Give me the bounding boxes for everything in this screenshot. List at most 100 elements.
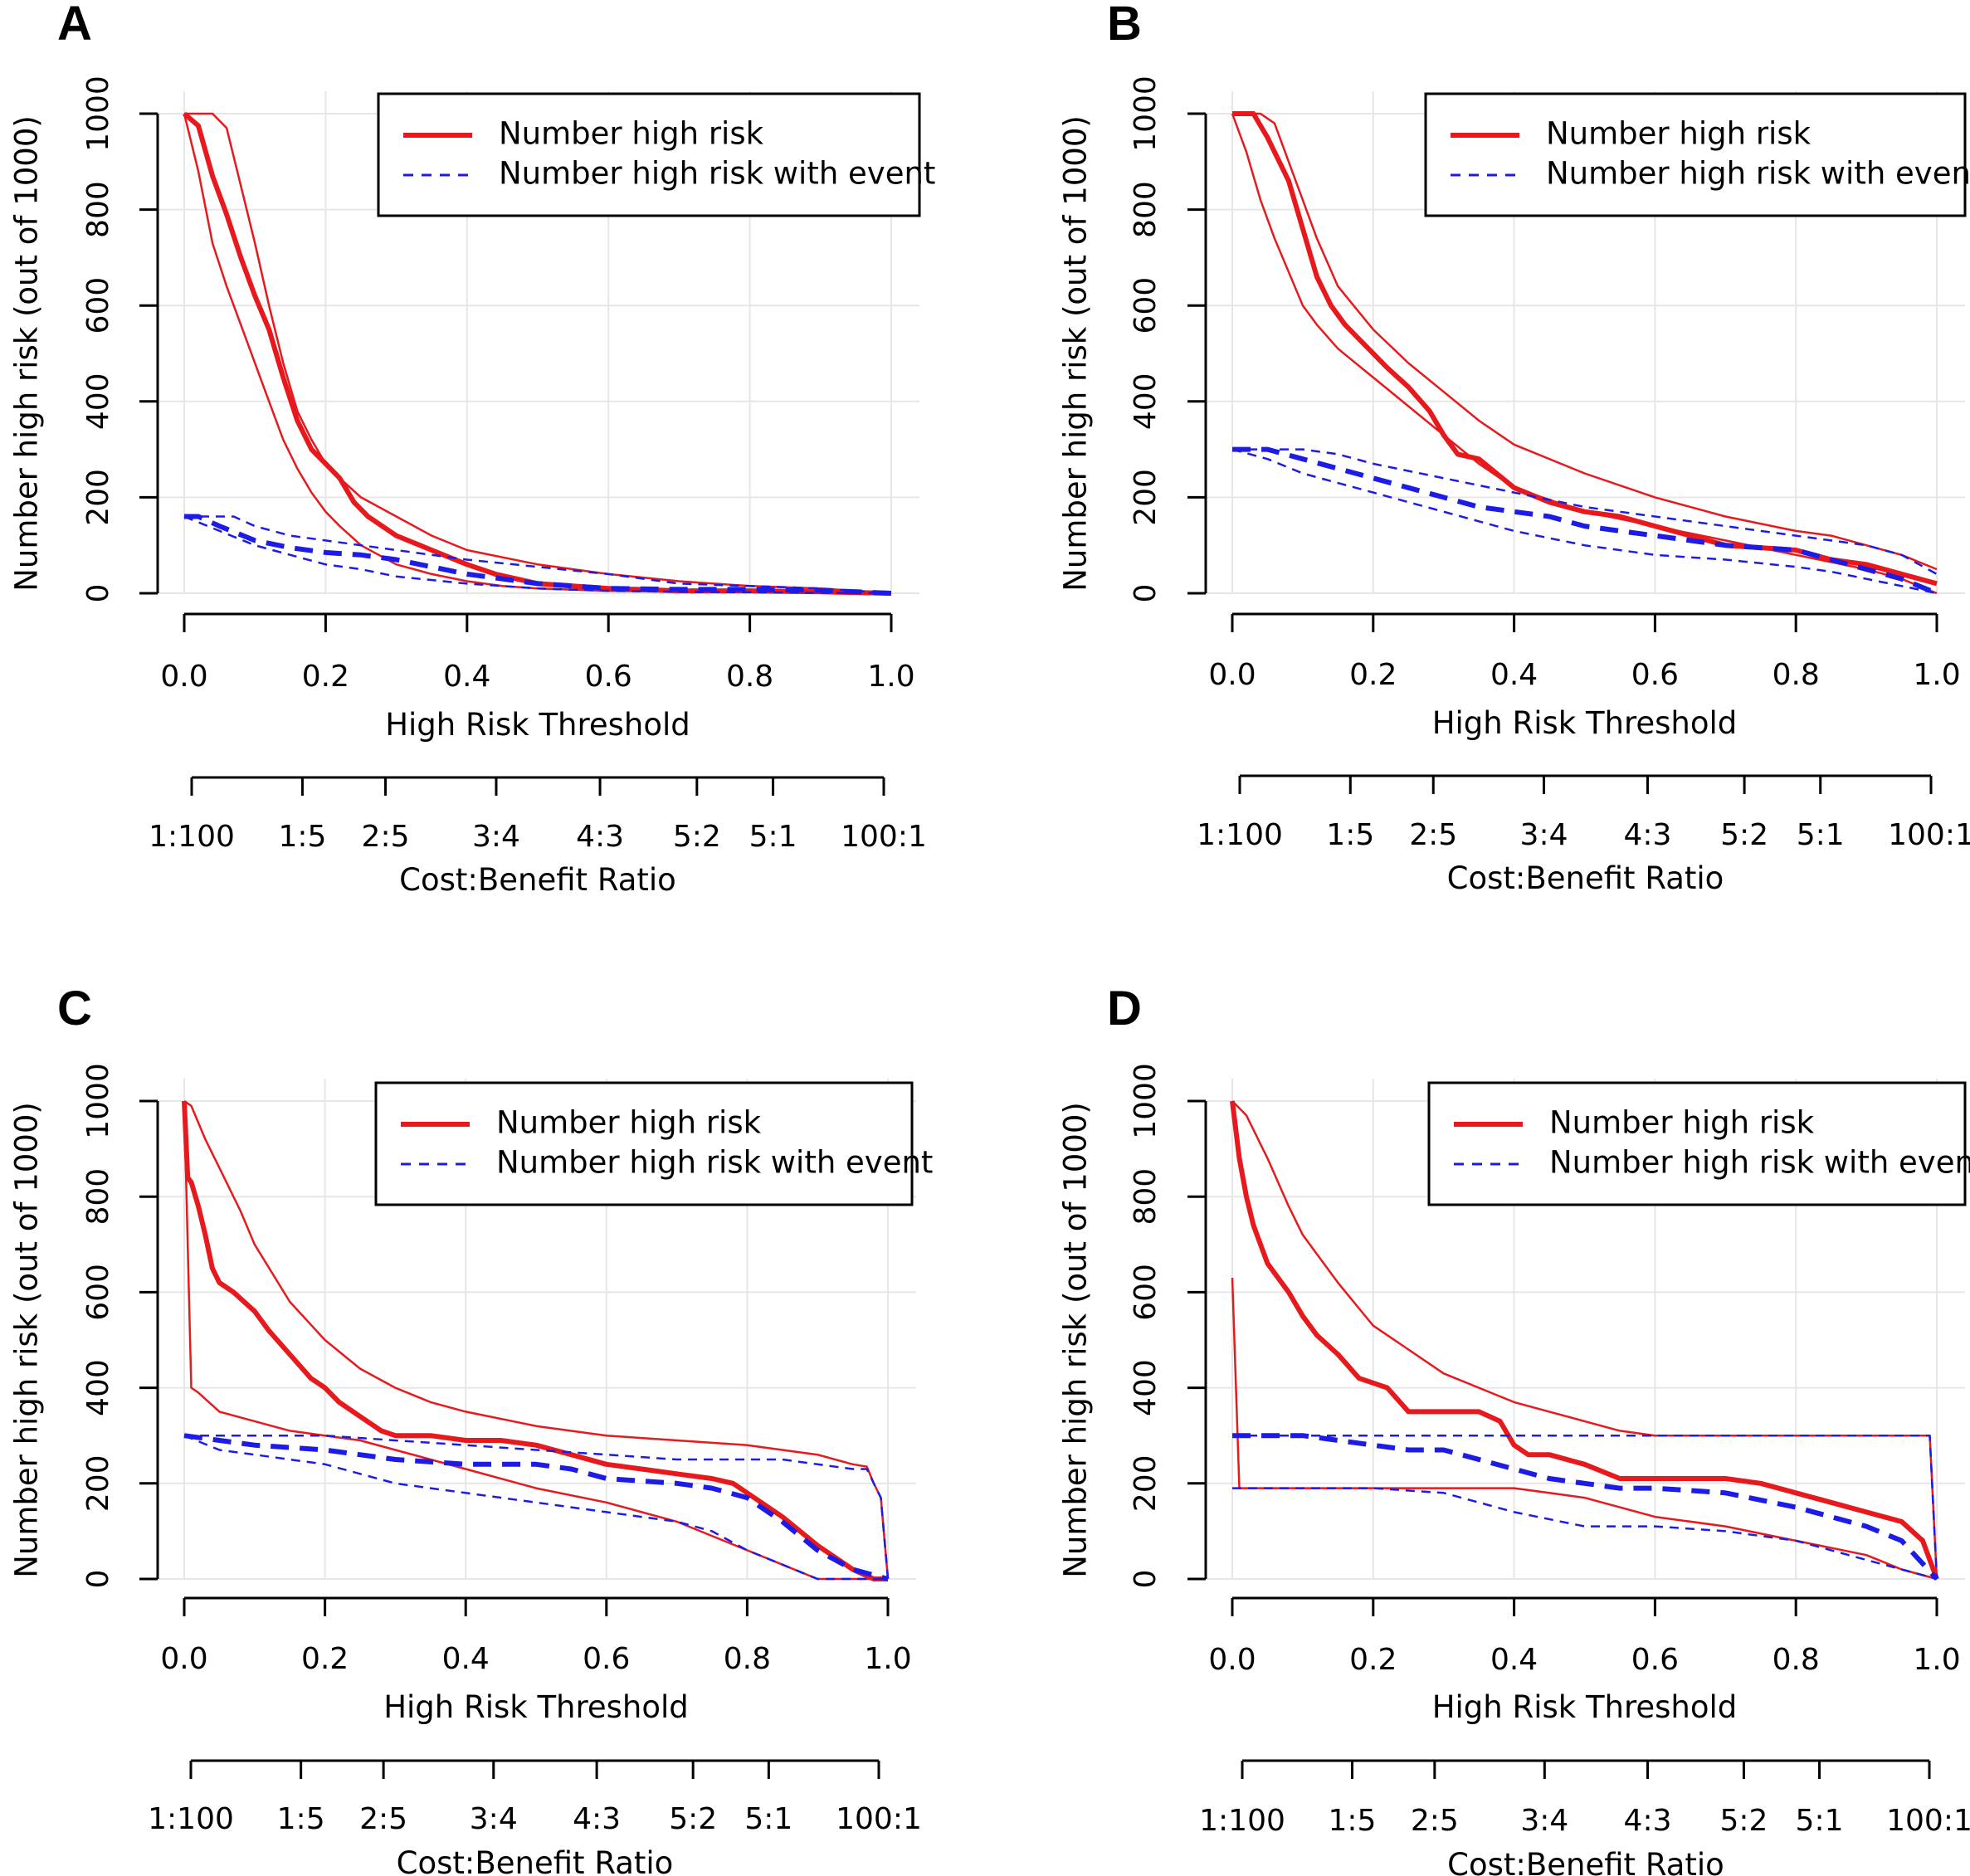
event-line [184,514,892,596]
legend: Number high risk Number high risk with ev… [1424,92,1970,217]
y-tick-label: 800 [81,181,115,238]
panel-D: D 0 200 400 600 800 1000 Number high risk (out … [1058,982,1970,1876]
x-tick-label: 0.2 [302,660,349,694]
cost-benefit-tick-label: 2:5 [362,820,410,854]
x-axis: 0.0 0.2 0.4 0.6 0.8 1.0 High Risk Threshold [160,612,915,743]
risk-line [1232,111,1938,587]
series-lines [1231,111,1938,596]
cost-benefit-tick-label: 1:5 [1326,818,1374,852]
panel-letter: C [57,982,92,1035]
cost-benefit-axis-title: Cost:Benefit Ratio [397,1845,674,1876]
risk-line-ci [184,112,892,595]
series-lines [182,1099,890,1581]
x-tick-label: 0.8 [726,660,773,694]
x-axis: 0.0 0.2 0.4 0.6 0.8 1.0 High Risk Threshold [1208,612,1961,741]
cost-benefit-tick-label: 100:1 [1886,1804,1970,1838]
x-tick-label: 0.6 [583,1642,630,1676]
x-tick-label: 0.8 [1773,1643,1820,1677]
y-tick-label: 1000 [81,1063,115,1139]
cost-benefit-tick-label: 3:4 [1520,818,1568,852]
cost-benefit-axis: 1:100 1:5 2:5 3:4 4:3 5:2 5:1 100:1 Cost:Benefit… [149,776,927,898]
y-tick-label: 0 [81,1570,115,1589]
y-axis: 0 200 400 600 800 1000 Number high risk (out o… [9,1063,159,1589]
cost-benefit-axis-title: Cost:Benefit Ratio [1447,860,1724,896]
y-tick-label: 800 [81,1168,115,1225]
cost-benefit-tick-label: 100:1 [1888,818,1970,852]
legend-label: Number high risk [499,116,764,152]
x-tick-label: 0.8 [724,1642,771,1676]
y-tick-label: 400 [81,1359,115,1416]
y-tick-label: 400 [1129,373,1163,430]
y-tick-label: 200 [1129,1455,1163,1512]
x-tick-label: 0.2 [1349,658,1397,692]
y-tick-label: 600 [1129,277,1163,334]
x-tick-label: 0.0 [160,660,207,694]
legend-label: Number high risk with event [499,156,935,192]
x-axis-title: High Risk Threshold [385,707,690,743]
x-tick-label: 0.6 [585,660,632,694]
cost-benefit-tick-label: 3:4 [1520,1804,1568,1838]
y-tick-label: 200 [81,469,115,526]
risk-line [1230,1100,1939,1581]
panel-C: C 0 200 400 600 800 1000 Number high risk (out … [9,982,934,1876]
legend-box [1424,92,1967,217]
x-axis-title: High Risk Threshold [1432,705,1738,741]
x-tick-label: 0.4 [1490,658,1538,692]
event-line [1232,446,1938,596]
cost-benefit-tick-label: 3:4 [472,820,520,854]
legend: Number high risk Number high risk with ev… [377,92,935,217]
x-tick-label: 1.0 [867,660,914,694]
cost-benefit-tick-label: 2:5 [1411,1804,1459,1838]
y-axis: 0 200 400 600 800 1000 Number high risk (out o… [1058,1063,1207,1588]
legend-label: Number high risk with event [1546,156,1970,192]
legend-label: Number high risk [1546,116,1812,152]
x-tick-label: 0.4 [442,1642,490,1676]
y-tick-label: 600 [1129,1264,1163,1321]
y-tick-label: 400 [81,373,115,430]
cost-benefit-tick-label: 2:5 [359,1802,407,1836]
cost-benefit-tick-label: 4:3 [576,820,624,854]
cost-benefit-tick-label: 1:5 [278,820,326,854]
event-line-ci [1232,1487,1938,1581]
x-tick-label: 0.4 [1490,1643,1538,1677]
x-tick-label: 0.4 [443,660,490,694]
event-line [1232,1433,1939,1581]
event-line-ci [183,1435,888,1581]
cost-benefit-axis: 1:100 1:5 2:5 3:4 4:3 5:2 5:1 100:1 Cost:Benefit… [1197,774,1970,896]
x-axis-title: High Risk Threshold [383,1689,689,1725]
event-line-ci [184,1434,890,1580]
legend: Number high risk Number high risk with ev… [374,1081,933,1206]
x-tick-label: 0.0 [1208,658,1256,692]
cost-benefit-axis-title: Cost:Benefit Ratio [1447,1847,1724,1876]
legend-box [374,1081,914,1206]
cost-benefit-tick-label: 100:1 [841,820,927,854]
y-tick-label: 0 [1129,1570,1163,1589]
cost-benefit-tick-label: 5:2 [1719,1804,1768,1838]
y-tick-label: 400 [1129,1359,1163,1416]
y-axis: 0 200 400 600 800 1000 Number high risk (out o… [9,76,159,602]
y-tick-label: 0 [1129,584,1163,603]
y-tick-label: 800 [1129,1168,1163,1225]
risk-line-ci [183,1099,890,1580]
cost-benefit-tick-label: 4:3 [1624,818,1672,852]
y-axis-title: Number high risk (out of 1000) [9,115,45,592]
panel-letter: D [1107,982,1142,1035]
x-tick-label: 1.0 [864,1642,911,1676]
cost-benefit-tick-label: 1:100 [1199,1804,1285,1838]
cost-benefit-tick-label: 100:1 [836,1802,922,1836]
legend-box [1427,1081,1967,1206]
cost-benefit-tick-label: 5:1 [1796,1804,1844,1838]
legend: Number high risk Number high risk with ev… [1427,1081,1970,1206]
y-tick-label: 600 [81,1264,115,1321]
cost-benefit-tick-label: 1:100 [148,1802,234,1836]
event-line-ci [1232,448,1938,575]
cost-benefit-tick-label: 5:1 [1797,818,1845,852]
panel-letter: A [57,0,92,51]
x-tick-label: 0.0 [160,1642,207,1676]
cost-benefit-tick-label: 4:3 [1624,1804,1672,1838]
x-tick-label: 0.2 [301,1642,349,1676]
cost-benefit-tick-label: 1:5 [277,1802,325,1836]
x-tick-label: 0.6 [1631,1643,1679,1677]
y-tick-label: 200 [1129,469,1163,526]
